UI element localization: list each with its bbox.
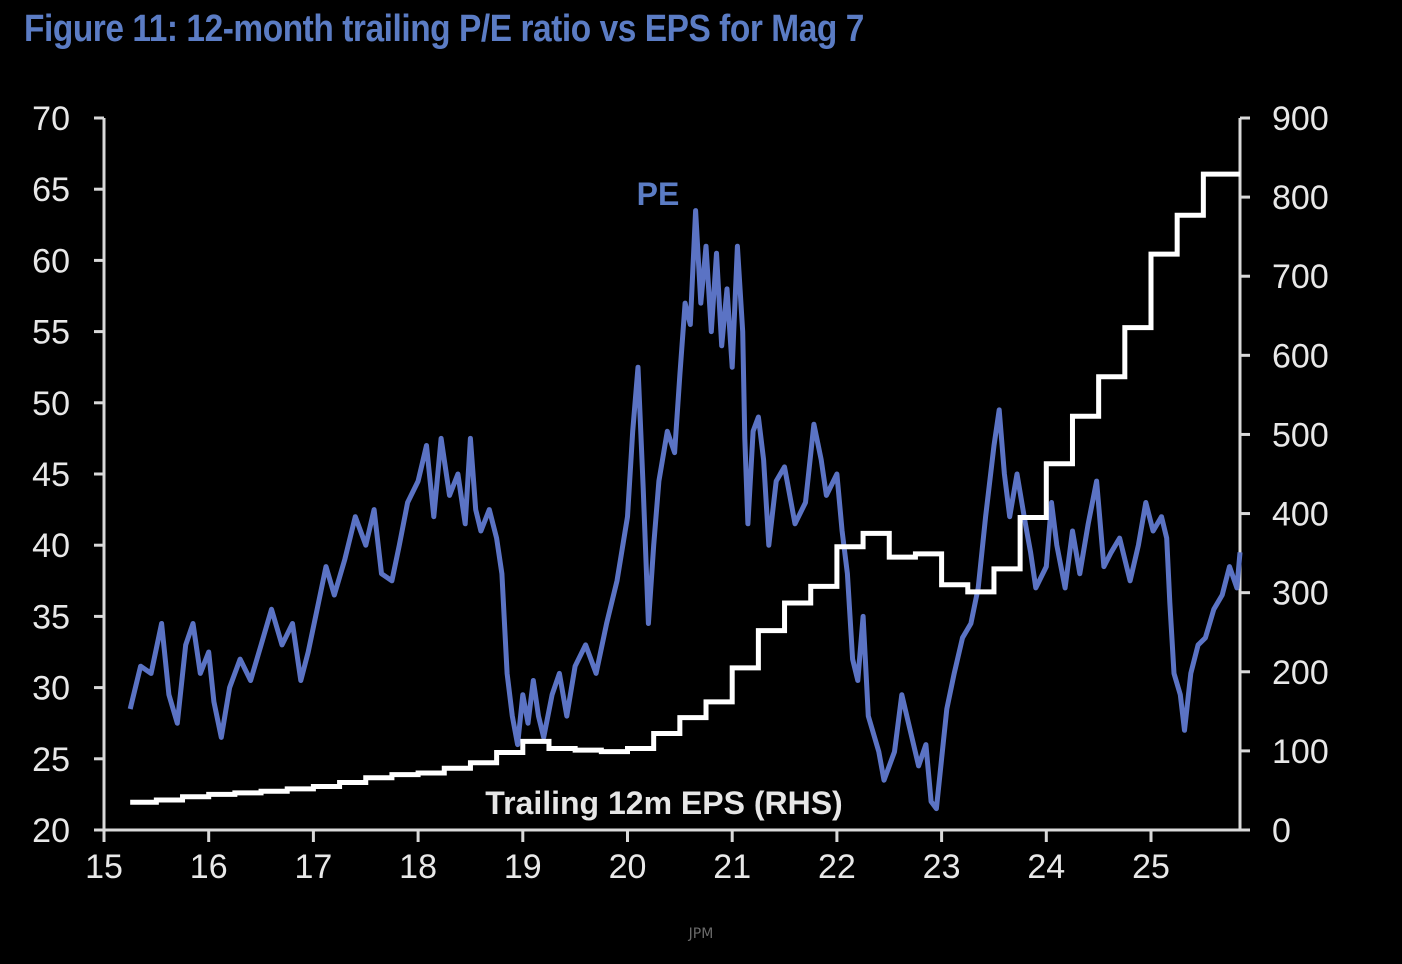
x-tick-label: 19 [504, 848, 542, 886]
left-tick-label: 35 [32, 598, 70, 636]
right-tick-label: 300 [1272, 575, 1329, 613]
right-tick-label: 600 [1272, 337, 1329, 375]
right-tick-label: 900 [1272, 100, 1329, 138]
x-tick-label: 22 [818, 848, 856, 886]
right-tick-label: 100 [1272, 733, 1329, 771]
right-tick-label: 700 [1272, 258, 1329, 296]
tick-labels: 2025303540455055606570010020030040050060… [32, 100, 1329, 886]
x-tick-label: 21 [713, 848, 751, 886]
eps-step-line [130, 171, 1240, 805]
right-tick-label: 500 [1272, 416, 1329, 454]
right-tick-label: 0 [1272, 812, 1291, 850]
x-tick-label: 24 [1027, 848, 1065, 886]
x-tick-label: 20 [609, 848, 647, 886]
left-tick-label: 20 [32, 812, 70, 850]
chart-title: Figure 11: 12-month trailing P/E ratio v… [24, 8, 864, 50]
annotations: PE Trailing 12m EPS (RHS) [485, 176, 842, 821]
eps-series-label: Trailing 12m EPS (RHS) [485, 785, 842, 821]
source-note: JPM [688, 926, 714, 942]
pe-line [127, 208, 1243, 812]
x-tick-label: 15 [85, 848, 123, 886]
left-tick-label: 65 [32, 171, 70, 209]
x-tick-label: 25 [1132, 848, 1170, 886]
left-tick-label: 30 [32, 670, 70, 708]
left-tick-label: 60 [32, 242, 70, 280]
left-tick-label: 40 [32, 527, 70, 565]
x-tick-label: 18 [399, 848, 437, 886]
series-layer [127, 171, 1243, 812]
right-tick-label: 800 [1272, 179, 1329, 217]
right-tick-label: 400 [1272, 496, 1329, 534]
left-tick-label: 50 [32, 385, 70, 423]
left-tick-label: 55 [32, 314, 70, 352]
left-tick-label: 25 [32, 741, 70, 779]
left-tick-label: 70 [32, 100, 70, 138]
pe-series-label: PE [637, 176, 680, 212]
left-tick-label: 45 [32, 456, 70, 494]
x-tick-label: 17 [294, 848, 332, 886]
axes [94, 116, 1250, 842]
x-tick-label: 16 [190, 848, 228, 886]
x-tick-label: 23 [923, 848, 961, 886]
right-tick-label: 200 [1272, 654, 1329, 692]
